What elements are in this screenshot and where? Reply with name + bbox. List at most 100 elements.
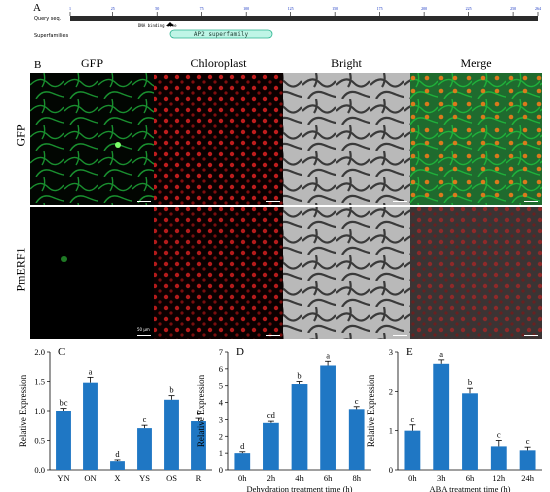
- ruler-tick-label: 250: [510, 6, 516, 11]
- significance-label: c: [197, 407, 201, 417]
- tile-gfp-chloroplast: [154, 73, 283, 205]
- x-tick-label: 12h: [492, 473, 506, 483]
- y-tick-label: 0.0: [34, 465, 45, 475]
- y-tick-label: 1: [219, 448, 223, 458]
- significance-label: a: [89, 366, 93, 376]
- bar-4h: [291, 384, 308, 470]
- x-tick-label: R: [196, 473, 202, 483]
- y-tick-label: 1.0: [34, 406, 45, 416]
- significance-label: c: [143, 414, 147, 424]
- tile-pmerf1-bright: [283, 207, 410, 339]
- significance-label: bc: [59, 398, 67, 408]
- x-tick-label: 6h: [324, 473, 333, 483]
- tile-gfp-merge: [410, 73, 542, 205]
- bar-6h: [462, 393, 478, 470]
- significance-label: b: [297, 371, 301, 381]
- significance-label: a: [326, 350, 330, 360]
- significance-label: c: [526, 436, 530, 446]
- chart-letter: D: [236, 346, 244, 358]
- bar-r: [191, 421, 206, 470]
- x-tick-label: 3h: [437, 473, 446, 483]
- col-header-gfp: GFP: [80, 56, 103, 70]
- ruler-tick-label: 264: [535, 6, 541, 11]
- significance-label: d: [115, 449, 120, 459]
- micrograph-grid: [30, 73, 542, 339]
- x-tick-label: OS: [166, 473, 177, 483]
- x-tick-label: 0h: [408, 473, 417, 483]
- bar-on: [83, 382, 98, 470]
- y-axis-label: Relative Expression: [18, 374, 28, 447]
- tile-gfp-bright: [283, 73, 410, 205]
- row-header-pmerf1: PmERF1: [13, 247, 28, 292]
- bar-ys: [137, 428, 152, 470]
- tile-pmerf1-gfp: [30, 207, 154, 339]
- panel-b-letter: B: [34, 59, 42, 71]
- panel-a-letter: A: [33, 2, 41, 14]
- chart-letter: E: [406, 346, 413, 358]
- ruler-tick-label: 25: [111, 6, 115, 11]
- chart-d: D 0 1 2 3 4 5 6 7 Relative Expression d 0h cd 2h b 4h a 6…: [196, 346, 371, 492]
- y-tick-label: 7: [219, 347, 223, 357]
- ruler-tick-label: 75: [200, 6, 204, 11]
- query-seq-label: Query seq.: [34, 16, 62, 22]
- y-tick-label: 2.0: [34, 347, 45, 357]
- bar-x: [110, 461, 125, 470]
- sequence-ruler: 1 25 50 75 100 125 150 175 200 225 250 264: [69, 6, 541, 16]
- x-tick-label: 24h: [521, 473, 535, 483]
- chart-e: E 0 1 2 3 Relative Expression c 0h a 3h b 6h c 12h c 24…: [366, 346, 542, 492]
- y-tick-label: 2: [219, 431, 223, 441]
- x-tick-label: YN: [57, 473, 69, 483]
- significance-label: b: [169, 385, 173, 395]
- ruler-tick-label: 1: [69, 6, 71, 11]
- col-header-bright: Bright: [331, 56, 362, 70]
- row-header-gfp: GFP: [13, 124, 28, 147]
- scale-bar: [266, 201, 280, 202]
- bar-3h: [433, 363, 450, 470]
- y-tick-label: 0: [389, 465, 393, 475]
- chart-letter: C: [58, 346, 65, 358]
- x-tick-label: YS: [139, 473, 150, 483]
- ruler-tick-label: 200: [421, 6, 427, 11]
- x-tick-label: 2h: [267, 473, 276, 483]
- col-header-merge: Merge: [460, 56, 492, 70]
- scale-bar: [524, 335, 538, 336]
- scale-bar: [393, 201, 407, 202]
- scale-bar: [393, 335, 407, 336]
- bar-yn: [56, 411, 71, 470]
- y-tick-label: 5: [219, 381, 223, 391]
- bar-0h: [404, 430, 421, 470]
- significance-label: c: [497, 430, 501, 440]
- y-axis-label: Relative Expression: [366, 374, 376, 447]
- significance-label: d: [240, 441, 245, 451]
- superfamily-label: Superfamilies: [34, 33, 69, 39]
- bar-8h: [348, 409, 365, 470]
- x-tick-label: 8h: [352, 473, 361, 483]
- x-axis-label: Dehydration treatment time (h): [247, 484, 353, 492]
- bar-24h: [519, 450, 536, 470]
- x-tick-label: ON: [84, 473, 96, 483]
- x-tick-label: 6h: [466, 473, 475, 483]
- ruler-tick-label: 150: [332, 6, 338, 11]
- significance-label: c: [355, 396, 359, 406]
- significance-label: a: [439, 349, 443, 359]
- bar-os: [164, 399, 179, 470]
- tile-gfp-gfp: [30, 73, 154, 205]
- col-header-chloroplast: Chloroplast: [190, 56, 247, 70]
- query-sequence-bar: [70, 16, 538, 21]
- significance-label: b: [468, 377, 472, 387]
- panel-a: A Query seq. Superfamilies 1 25 50 75 100 125…: [0, 0, 550, 40]
- significance-label: c: [411, 414, 415, 424]
- ap2-domain-shape: [169, 29, 273, 39]
- ruler-tick-label: 50: [155, 6, 159, 11]
- y-axis-label: Relative Expression: [196, 374, 206, 447]
- scale-bar: [266, 335, 280, 336]
- bar-6h: [320, 365, 336, 470]
- y-tick-label: 0.5: [34, 436, 45, 446]
- binding-site-label: DNA binding site: [138, 23, 177, 28]
- scale-bar-label: 50 μm: [137, 327, 150, 332]
- x-tick-label: X: [114, 473, 120, 483]
- domain-label: AP2 superfamily: [193, 31, 249, 38]
- y-tick-label: 1.5: [34, 377, 45, 387]
